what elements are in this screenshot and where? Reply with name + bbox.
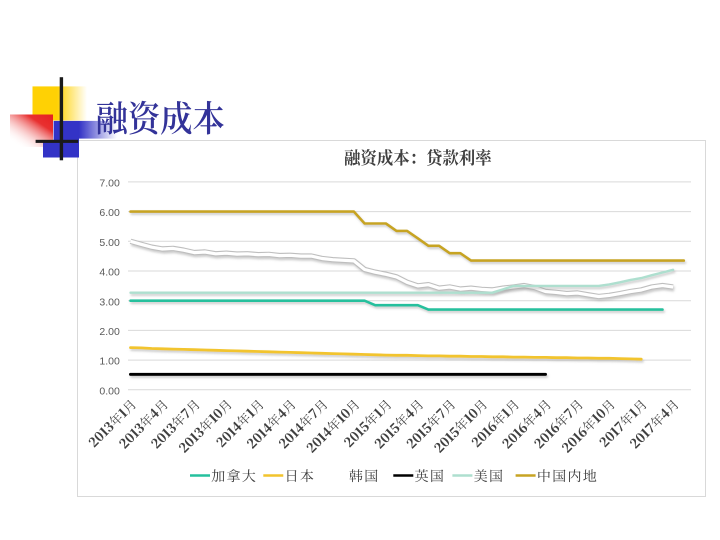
svg-text:5.00: 5.00 <box>99 237 120 249</box>
svg-text:2.00: 2.00 <box>99 326 120 338</box>
svg-text:7.00: 7.00 <box>99 178 120 190</box>
svg-text:6.00: 6.00 <box>99 207 120 219</box>
svg-text:3.00: 3.00 <box>99 296 120 308</box>
svg-text:4.00: 4.00 <box>99 267 120 279</box>
svg-text:0.00: 0.00 <box>99 385 120 397</box>
svg-text:1.00: 1.00 <box>99 356 120 368</box>
